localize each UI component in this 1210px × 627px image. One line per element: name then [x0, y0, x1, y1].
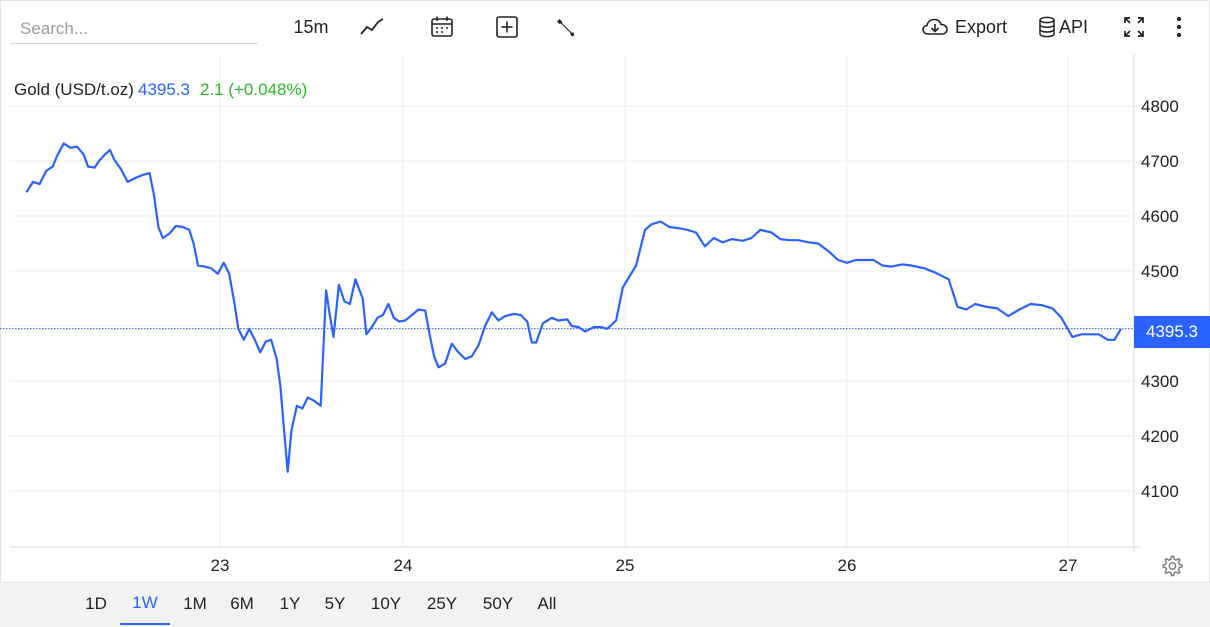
- range-button-all[interactable]: All: [534, 583, 560, 625]
- legend-instrument-name: Gold (USD/t.oz): [14, 80, 134, 99]
- y-tick-label: 4300: [1141, 372, 1179, 391]
- range-button-1m[interactable]: 1M: [178, 583, 212, 625]
- range-button-1y[interactable]: 1Y: [276, 583, 304, 625]
- price-chart[interactable]: 4100420043004400450046004700480023242526…: [0, 54, 1210, 582]
- interval-button[interactable]: 15m: [290, 10, 332, 44]
- more-menu-button[interactable]: [1168, 10, 1190, 44]
- date-range-button[interactable]: [426, 10, 458, 44]
- y-tick-label: 4800: [1141, 97, 1179, 116]
- api-label: API: [1058, 16, 1088, 37]
- y-tick-label: 4100: [1141, 482, 1179, 501]
- last-price-tag: 4395.3: [1134, 316, 1210, 348]
- plus-box-icon: [496, 16, 518, 38]
- export-button[interactable]: Export: [918, 10, 1010, 44]
- y-tick-label: 4500: [1141, 262, 1179, 281]
- gear-icon: [1162, 555, 1183, 577]
- y-tick-label: 4600: [1141, 207, 1179, 226]
- range-button-1d[interactable]: 1D: [82, 583, 110, 625]
- series-line-gold: [25, 142, 1122, 473]
- fullscreen-icon: [1124, 17, 1144, 37]
- settings-tools-button[interactable]: [550, 10, 580, 44]
- fullscreen-button[interactable]: [1120, 10, 1148, 44]
- x-tick-label: 26: [838, 556, 857, 575]
- export-label: Export: [954, 16, 1008, 37]
- legend-change: 2.1 (+0.048%): [199, 80, 308, 99]
- x-tick-label: 24: [394, 556, 413, 575]
- range-button-25y[interactable]: 25Y: [422, 583, 462, 625]
- cloud-download-icon: [922, 18, 948, 35]
- api-button[interactable]: API: [1034, 10, 1092, 44]
- toolbar: 15m Export: [0, 0, 1210, 54]
- line-chart-icon: [360, 18, 384, 35]
- y-tick-label: 4200: [1141, 427, 1179, 446]
- calendar-icon: [431, 16, 453, 37]
- range-button-1w[interactable]: 1W: [120, 583, 170, 625]
- search-input[interactable]: [10, 14, 258, 44]
- range-button-5y[interactable]: 5Y: [320, 583, 350, 625]
- y-tick-label: 4700: [1141, 152, 1179, 171]
- range-button-50y[interactable]: 50Y: [478, 583, 518, 625]
- add-indicator-button[interactable]: [492, 10, 522, 44]
- legend-price: 4395.3: [137, 80, 190, 99]
- chart-settings-button[interactable]: [1160, 554, 1184, 578]
- x-tick-label: 25: [616, 556, 635, 575]
- database-icon: [1039, 16, 1055, 38]
- more-vertical-icon: [1176, 16, 1182, 38]
- x-tick-label: 23: [211, 556, 230, 575]
- x-tick-label: 27: [1059, 556, 1078, 575]
- range-selector-bar: 1D 1W 1M 6M 1Y 5Y 10Y 25Y 50Y All: [0, 582, 1210, 627]
- wrench-icon: [557, 19, 575, 37]
- range-button-10y[interactable]: 10Y: [366, 583, 406, 625]
- chart-legend: Gold (USD/t.oz) 4395.3 2.1 (+0.048%): [14, 80, 307, 100]
- range-button-6m[interactable]: 6M: [226, 583, 258, 625]
- chart-type-button[interactable]: [356, 10, 388, 44]
